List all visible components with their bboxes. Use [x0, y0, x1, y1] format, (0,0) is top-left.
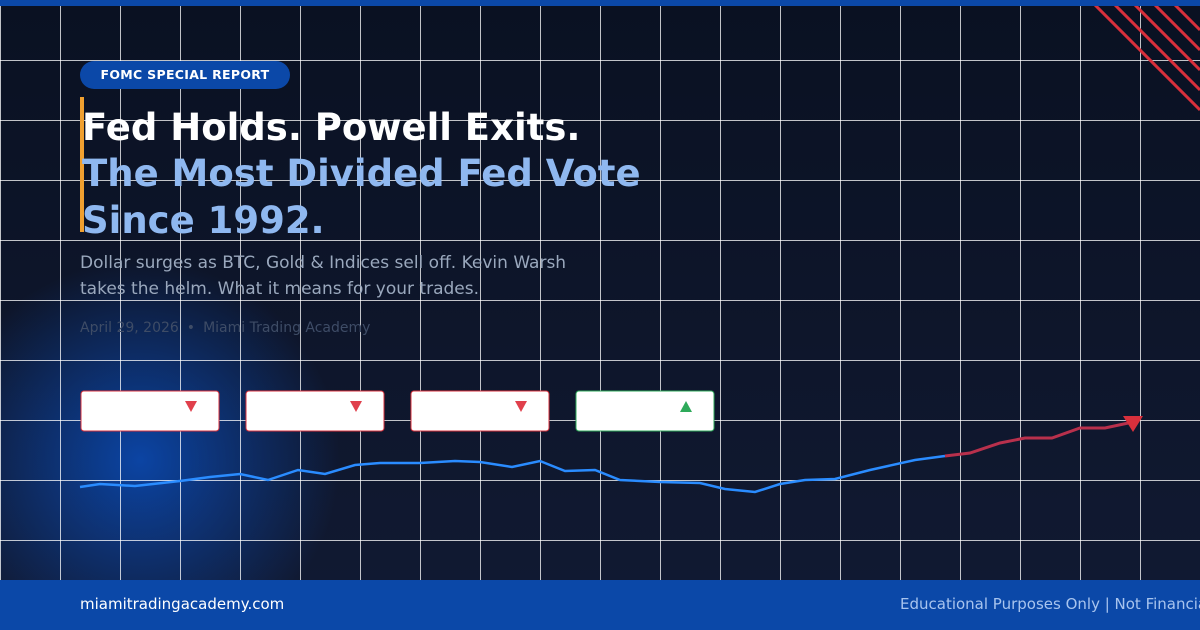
- down-marker: [1123, 416, 1143, 432]
- title-line: The Most Divided Fed Vote: [82, 152, 641, 195]
- stripes: [1088, 0, 1200, 112]
- title-line: Fed Holds. Powell Exits.: [82, 106, 581, 149]
- title-line: Since 1992.: [82, 199, 325, 242]
- meta: April 29, 2026 • Miami Trading Academy: [80, 320, 378, 336]
- footer: miamitradingacademy.com Educational Purp…: [0, 580, 1200, 630]
- date: April 29, 2026: [80, 320, 179, 336]
- top-bar: [0, 0, 1200, 6]
- site-link[interactable]: miamitradingacademy.com: [80, 595, 285, 613]
- glow: [0, 260, 340, 630]
- disclaimer: Educational Purposes Only | Not Financia…: [900, 595, 1200, 613]
- separator: •: [186, 320, 196, 336]
- price-line: [79, 454, 946, 494]
- subtitle-line: Dollar surges as BTC, Gold & Indices sel…: [80, 253, 567, 273]
- badge: FOMC SPECIAL REPORT: [80, 61, 290, 89]
- ticker-boxes: [80, 390, 715, 432]
- accent-bar: [80, 97, 84, 232]
- author: Miami Trading Academy: [203, 320, 371, 336]
- subtitle-line: takes the helm. What it means for your t…: [80, 279, 479, 299]
- price-line-recent: [944, 420, 1134, 458]
